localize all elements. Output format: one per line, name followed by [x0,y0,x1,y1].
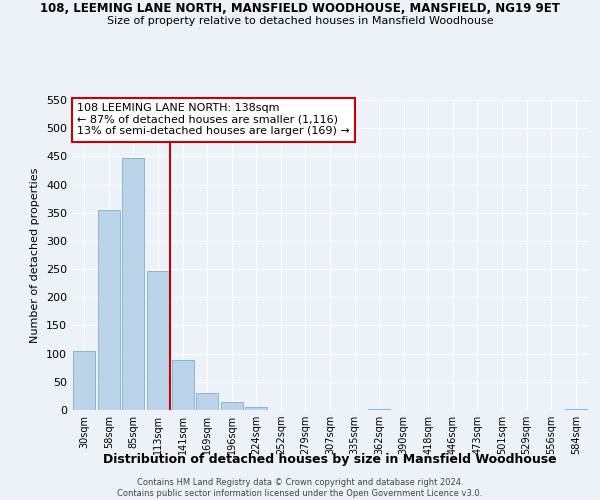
Bar [172,360,194,410]
Bar [73,352,95,410]
Bar [368,409,390,410]
Bar [245,406,268,410]
Bar [221,402,243,410]
Text: Distribution of detached houses by size in Mansfield Woodhouse: Distribution of detached houses by size … [103,452,557,466]
Bar [147,271,169,410]
Bar [122,158,145,410]
Bar [196,392,218,410]
Text: 108 LEEMING LANE NORTH: 138sqm
← 87% of detached houses are smaller (1,116)
13% : 108 LEEMING LANE NORTH: 138sqm ← 87% of … [77,103,350,136]
Text: Contains HM Land Registry data © Crown copyright and database right 2024.
Contai: Contains HM Land Registry data © Crown c… [118,478,482,498]
Y-axis label: Number of detached properties: Number of detached properties [31,168,40,342]
Text: 108, LEEMING LANE NORTH, MANSFIELD WOODHOUSE, MANSFIELD, NG19 9ET: 108, LEEMING LANE NORTH, MANSFIELD WOODH… [40,2,560,16]
Bar [98,210,120,410]
Text: Size of property relative to detached houses in Mansfield Woodhouse: Size of property relative to detached ho… [107,16,493,26]
Bar [565,409,587,410]
